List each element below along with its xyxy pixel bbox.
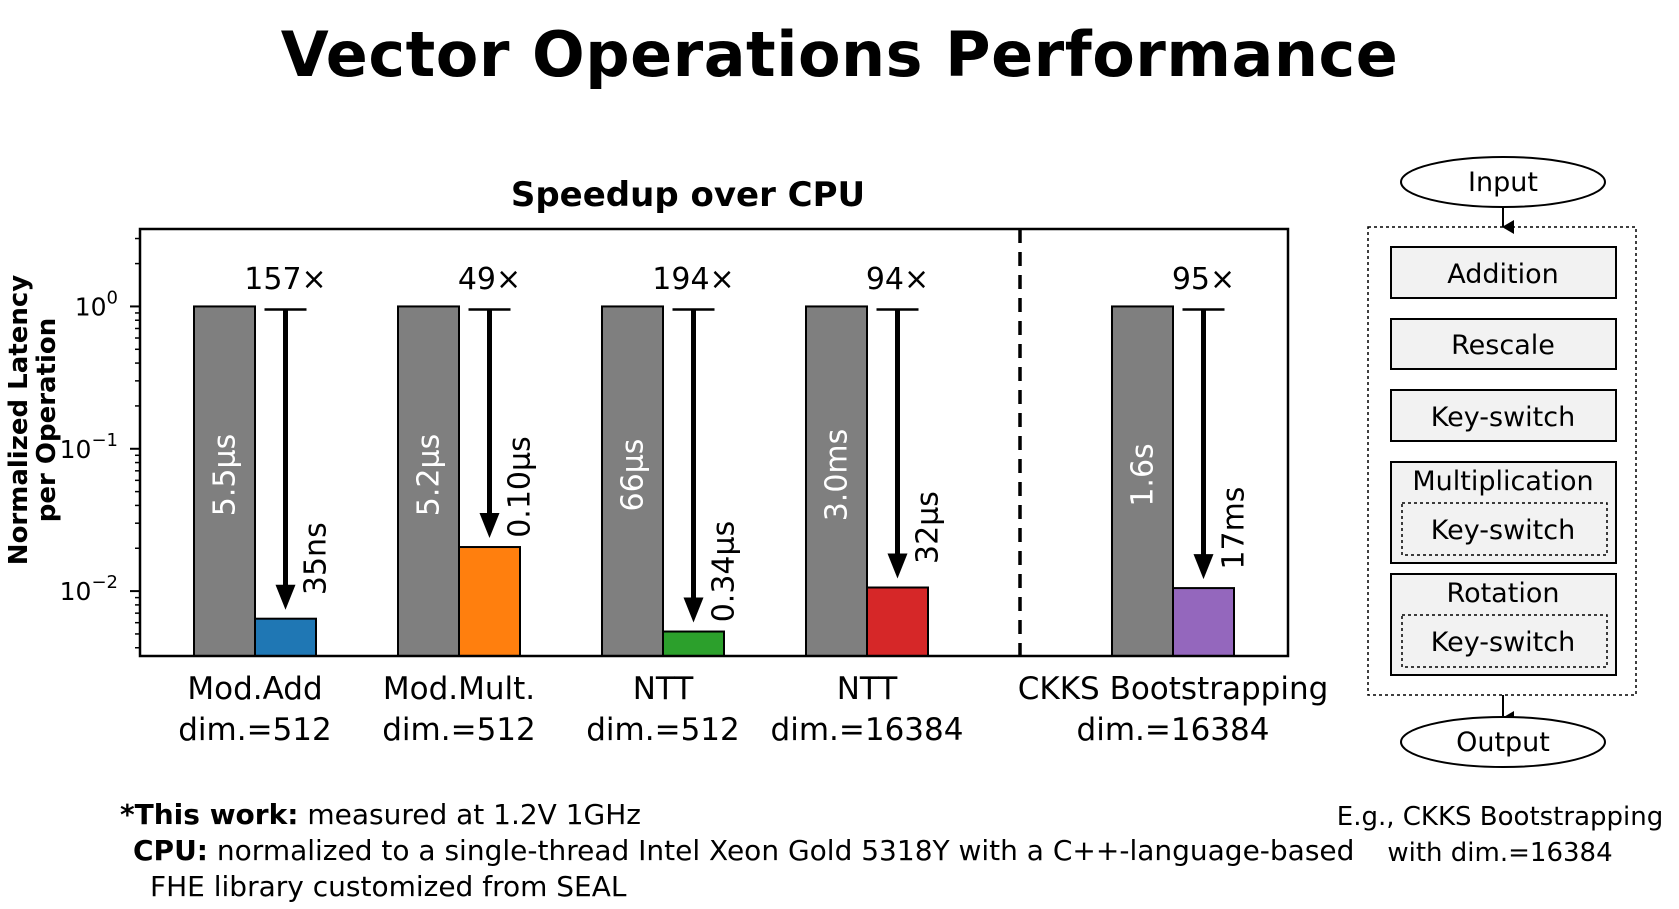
chip-bar-0 — [254, 617, 317, 658]
y-axis-label-line2: per Operation — [32, 318, 62, 523]
y-axis-label: Normalized Latency per Operation — [4, 275, 62, 565]
x-label-0-line1: Mod.Add — [187, 671, 322, 707]
flow-rot-keyswitch-label: Key-switch — [1431, 627, 1575, 658]
speedup-arrowhead-3 — [887, 553, 908, 579]
cpu-latency-label-1: 5.2μs — [412, 434, 447, 516]
flow-output-label: Output — [1456, 727, 1550, 758]
flow-addition-label: Addition — [1447, 259, 1559, 290]
speedup-arrowhead-0 — [275, 584, 296, 610]
speedup-label-0: 157× — [244, 262, 326, 297]
flow-mult-inner-box — [1401, 502, 1608, 556]
note-cpu-text: normalized to a single-thread Intel Xeon… — [208, 834, 1355, 867]
chip-bar-4 — [1172, 587, 1235, 657]
chip-latency-label-3: 32μs — [911, 491, 946, 564]
cpu-latency-label-2: 66μs — [616, 439, 651, 512]
chip-bar-1 — [458, 546, 521, 657]
note-library: FHE library customized from SEAL — [150, 870, 627, 903]
flow-multiplication-label: Multiplication — [1412, 466, 1593, 497]
flow-mult-keyswitch-label: Key-switch — [1431, 515, 1575, 546]
y-axis-label-line1: Normalized Latency — [4, 275, 34, 565]
chip-latency-label-1: 0.10μs — [503, 436, 538, 538]
slide-title: Vector Operations Performance — [280, 18, 1399, 91]
x-label-0-line2: dim.=512 — [178, 712, 332, 748]
x-label-2-line1: NTT — [633, 671, 695, 707]
x-label-1-line1: Mod.Mult. — [383, 671, 535, 707]
x-label-4-line2: dim.=16384 — [1077, 712, 1270, 748]
x-label-2-line2: dim.=512 — [586, 712, 740, 748]
flow-step-addition — [1390, 246, 1617, 299]
chip-latency-label-2: 0.34μs — [707, 521, 742, 623]
chip-latency-label-4: 17ms — [1217, 487, 1252, 570]
cpu-bar-2 — [601, 305, 664, 657]
cpu-bar-1 — [397, 305, 460, 657]
x-label-3-line2: dim.=16384 — [771, 712, 964, 748]
plot-frame — [138, 227, 1290, 658]
speedup-label-2: 194× — [652, 262, 734, 297]
flow-caption-line2: with dim.=16384 — [1387, 838, 1613, 868]
note-cpu-label: CPU: — [133, 834, 209, 867]
speedup-label-1: 49× — [458, 262, 521, 297]
note-this-work-label: *This work: — [120, 798, 299, 831]
speedup-label-4: 95× — [1172, 262, 1235, 297]
chip-bar-3 — [866, 586, 929, 658]
flow-rot-inner-box — [1401, 614, 1608, 668]
x-label-1-line2: dim.=512 — [382, 712, 536, 748]
cpu-latency-label-0: 5.5μs — [208, 434, 243, 516]
chip-bar-2 — [662, 630, 725, 658]
chart-title: Speedup over CPU — [511, 175, 865, 215]
y-tick-label-2: 10−2 — [60, 572, 118, 606]
flow-rescale-label: Rescale — [1451, 330, 1555, 361]
flow-output-node — [1400, 716, 1606, 768]
note-cpu: CPU: normalized to a single-thread Intel… — [133, 834, 1354, 867]
y-tick-label-1: 10−1 — [60, 430, 118, 464]
flow-step-rescale — [1390, 318, 1617, 370]
speedup-arrowhead-2 — [683, 597, 704, 623]
cpu-latency-label-4: 1.6s — [1126, 443, 1161, 506]
cpu-bar-0 — [193, 305, 256, 657]
speedup-arrowhead-1 — [479, 513, 500, 539]
flow-rotation-label: Rotation — [1447, 578, 1560, 609]
flow-step-keyswitch — [1390, 389, 1617, 442]
flow-diagram: Input Addition Rescale Key-switch Multip… — [1367, 156, 1637, 768]
flow-caption-line1: E.g., CKKS Bootstrapping — [1336, 802, 1664, 832]
speedup-label-3: 94× — [866, 262, 929, 297]
speedup-arrowhead-4 — [1193, 554, 1214, 580]
chip-latency-label-0: 35ns — [299, 522, 334, 595]
cpu-latency-label-3: 3.0ms — [820, 429, 855, 522]
note-this-work-text: measured at 1.2V 1GHz — [298, 798, 641, 831]
flow-input-label: Input — [1468, 167, 1538, 198]
x-label-4-line1: CKKS Bootstrapping — [1018, 671, 1329, 707]
note-this-work: *This work: measured at 1.2V 1GHz — [120, 798, 641, 831]
flow-keyswitch-label: Key-switch — [1431, 402, 1575, 433]
y-tick-label-0: 100 — [75, 287, 118, 321]
x-label-3-line1: NTT — [837, 671, 899, 707]
